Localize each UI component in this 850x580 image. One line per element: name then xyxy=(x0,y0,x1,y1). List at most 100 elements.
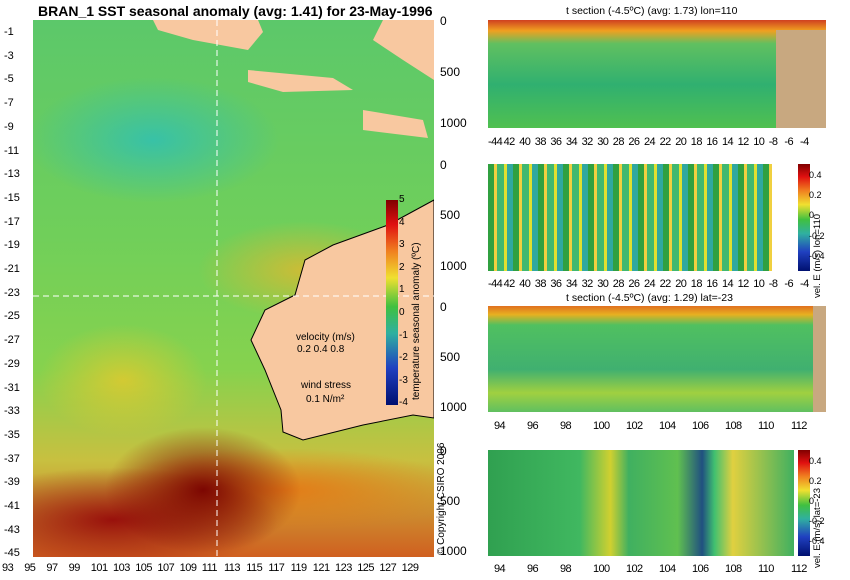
map-colorbar-label: temperature seasonal anomaly (ºC) xyxy=(411,242,422,400)
panel2-x-tick: 20 xyxy=(675,278,687,290)
map-y-tick: -39 xyxy=(4,476,20,489)
map-y-tick: -41 xyxy=(4,500,20,512)
panel4-x-tick: 98 xyxy=(560,563,572,575)
panel1-y-tick: 500 xyxy=(440,64,461,79)
map-y-tick: -19 xyxy=(4,239,20,252)
map-y-tick: -17 xyxy=(4,215,20,228)
panel4-x-tick: 100 xyxy=(593,563,610,575)
map-x-tick: 115 xyxy=(246,562,263,574)
panel3-y-tick: 1000 xyxy=(440,399,467,414)
map-y-tick: -1 xyxy=(4,26,14,38)
wind-legend-scale: 0.1 N/m² xyxy=(306,394,345,405)
panel1-x-tick: 22 xyxy=(659,136,672,148)
map-x-tick: 103 xyxy=(113,562,130,574)
panel2-y-tick: 1000 xyxy=(440,258,467,273)
panel1-x-tick: 34 xyxy=(566,136,578,148)
panel3-x-tick: 94 xyxy=(494,420,506,432)
velocity-legend-scale: 0.2 0.4 0.8 xyxy=(297,344,345,355)
panel4-colorbar-tick: -0.2 xyxy=(809,516,825,526)
map-colorbar-tick: 2 xyxy=(399,261,405,273)
map-x-tick: 127 xyxy=(379,562,397,574)
map-x-tick: 125 xyxy=(357,562,375,574)
map-y-tick: -33 xyxy=(4,405,20,418)
panel2-x-tick: 42 xyxy=(503,278,516,290)
map-colorbar xyxy=(386,200,398,405)
map-y-tick: -7 xyxy=(4,97,14,110)
wind-legend-label: wind stress xyxy=(301,380,352,391)
panel2-colorbar-tick: 0.4 xyxy=(809,170,822,180)
panel4-y-tick: 500 xyxy=(440,493,461,508)
panel4-colorbar-tick: 0 xyxy=(809,496,815,506)
panel4-x-tick: 96 xyxy=(527,563,539,575)
map-y-tick: -3 xyxy=(4,49,14,62)
panel2-y-tick: 0 xyxy=(440,158,447,172)
panel2-x-tick: 18 xyxy=(690,278,703,290)
main-title: BRAN_1 SST seasonal anomaly (avg: 1.41) … xyxy=(38,3,433,19)
panel4-section-plot xyxy=(488,450,794,556)
panel3-title: t section (-4.5ºC) (avg: 1.29) lat=-23 xyxy=(566,292,733,304)
map-colorbar-tick: 0 xyxy=(399,307,405,318)
map-y-tick: -45 xyxy=(4,547,20,560)
panel2-x-tick: 12 xyxy=(737,278,750,290)
panel4-x-tick: 112 xyxy=(791,563,807,575)
panel3-x-tick: 108 xyxy=(725,420,742,432)
panel4-colorbar-tick: -0.4 xyxy=(809,536,825,546)
map-x-tick: 121 xyxy=(312,562,330,574)
panel1-title: t section (-4.5ºC) (avg: 1.73) lon=110 xyxy=(566,5,738,17)
panel1-x-tick: 10 xyxy=(753,136,765,148)
panel3-x-tick: 102 xyxy=(626,420,643,432)
map-y-tick: -31 xyxy=(4,381,20,394)
panel1-x-tick: -6 xyxy=(784,136,793,148)
panel2-colorbar-tick: 0 xyxy=(809,210,815,221)
panel2-x-tick: 26 xyxy=(628,278,640,290)
panel1-x-tick: 30 xyxy=(597,136,609,148)
panel3-y-tick: 0 xyxy=(440,300,447,314)
panel1-x-tick: 26 xyxy=(628,136,640,148)
panel2-x-tick: 16 xyxy=(706,278,718,290)
panel4-colorbar-tick: 0.2 xyxy=(809,476,822,486)
panel1-x-tick: 32 xyxy=(581,136,594,148)
map-colorbar-tick: -3 xyxy=(399,374,408,386)
map-x-tick: 105 xyxy=(135,562,153,574)
panel2-x-tick: 40 xyxy=(519,278,531,290)
panel1-land xyxy=(776,30,826,128)
map-y-tick: -15 xyxy=(4,191,20,204)
map-y-tick: -27 xyxy=(4,334,20,347)
panel1-x-tick: 28 xyxy=(612,136,625,148)
panel1-x-tick: 16 xyxy=(706,136,718,148)
map-x-tick: 97 xyxy=(46,562,58,574)
panel1-x-tick: 24 xyxy=(644,136,656,148)
panel1-x-tick: 36 xyxy=(550,136,562,148)
panel4-y-tick: 1000 xyxy=(440,543,467,558)
map-colorbar-tick: -1 xyxy=(399,329,408,341)
panel2-colorbar xyxy=(798,164,810,271)
panel3-x-tick: 110 xyxy=(758,420,774,432)
velocity-legend-label: velocity (m/s) xyxy=(296,332,355,343)
panel2-x-tick: 38 xyxy=(534,278,547,290)
panel2-colorbar-tick: -0.2 xyxy=(809,230,825,241)
map-x-tick: 113 xyxy=(224,562,241,574)
map-y-tick: -9 xyxy=(4,120,14,133)
panel3-x-tick: 96 xyxy=(527,420,539,432)
panel4-colorbar-tick: 0.4 xyxy=(809,456,822,466)
panel3-land xyxy=(813,306,826,412)
panel3-section-plot xyxy=(488,306,818,412)
panel2-section-plot xyxy=(488,164,772,271)
panel1-x-tick: -8 xyxy=(768,136,778,148)
panel3-x-tick: 106 xyxy=(692,420,709,432)
panel1-x-tick: -4 xyxy=(800,136,809,148)
panel2-colorbar-tick: -0.4 xyxy=(809,250,825,261)
panel2-x-tick: 32 xyxy=(581,278,594,290)
panel1-x-tick: 42 xyxy=(503,136,516,148)
panel1-x-tick: 12 xyxy=(737,136,750,148)
panel2-x-tick: 14 xyxy=(722,278,734,290)
panel1-x-tick: 14 xyxy=(722,136,734,148)
map-x-tick: 117 xyxy=(268,562,285,574)
map-x-tick: 129 xyxy=(401,562,419,574)
panel3-x-tick: 100 xyxy=(593,420,610,432)
map-x-tick: 101 xyxy=(90,562,108,574)
panel1-x-tick: 20 xyxy=(675,136,687,148)
panel4-x-tick: 108 xyxy=(725,563,742,575)
panel1-x-tick: -44 xyxy=(488,136,503,148)
panel4-y-tick: 0 xyxy=(440,444,447,458)
